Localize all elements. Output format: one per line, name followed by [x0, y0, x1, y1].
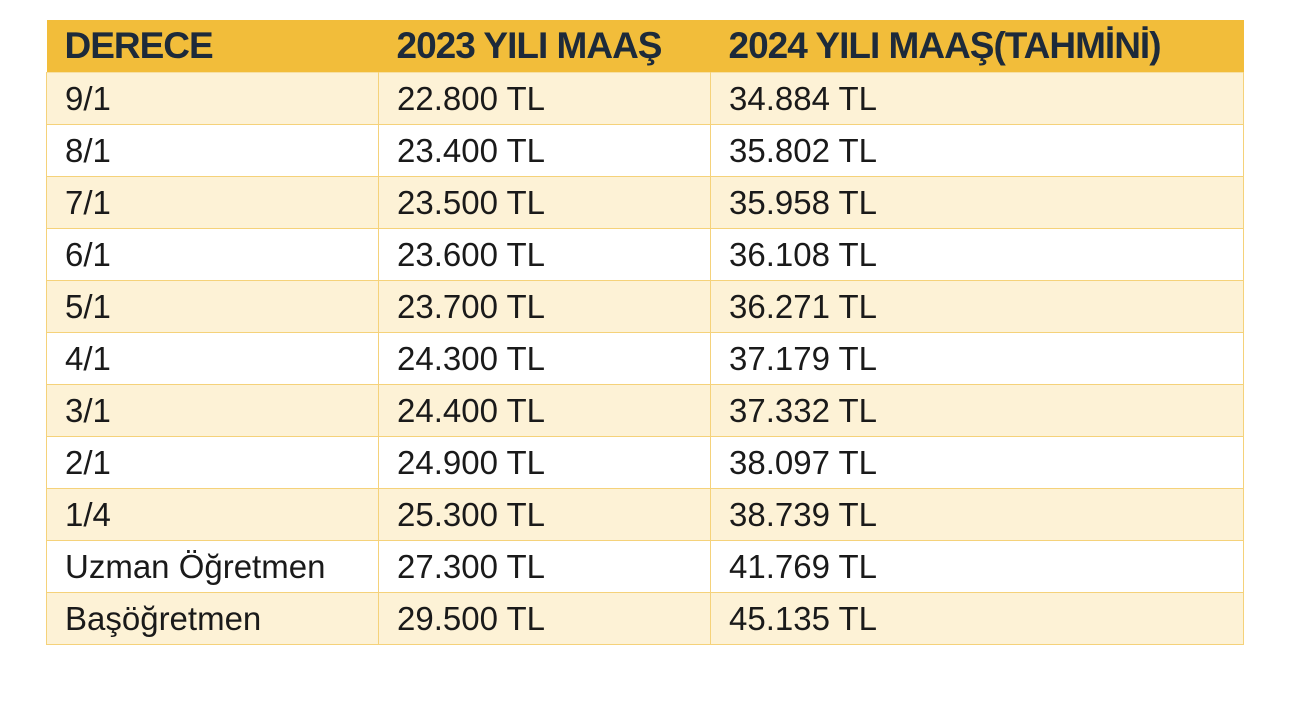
cell-derece: 5/1 [46, 280, 379, 333]
header-salary-2023: 2023 YILI MAAŞ [378, 20, 711, 73]
table-row: 9/1 22.800 TL 34.884 TL [46, 72, 1244, 125]
cell-derece: Başöğretmen [46, 592, 379, 645]
cell-salary-2024: 35.958 TL [710, 176, 1244, 229]
cell-salary-2023: 23.600 TL [378, 228, 711, 281]
cell-derece: 9/1 [46, 72, 379, 125]
cell-salary-2023: 29.500 TL [378, 592, 711, 645]
table-row: 5/1 23.700 TL 36.271 TL [46, 280, 1244, 333]
table-row: 4/1 24.300 TL 37.179 TL [46, 332, 1244, 385]
cell-derece: 4/1 [46, 332, 379, 385]
cell-salary-2023: 23.700 TL [378, 280, 711, 333]
cell-salary-2024: 37.332 TL [710, 384, 1244, 437]
table-header-row: DERECE 2023 YILI MAAŞ 2024 YILI MAAŞ(TAH… [46, 20, 1244, 73]
cell-salary-2023: 24.900 TL [378, 436, 711, 489]
cell-salary-2023: 23.500 TL [378, 176, 711, 229]
table-row: Başöğretmen 29.500 TL 45.135 TL [46, 592, 1244, 645]
table-row: 7/1 23.500 TL 35.958 TL [46, 176, 1244, 229]
salary-table: DERECE 2023 YILI MAAŞ 2024 YILI MAAŞ(TAH… [46, 20, 1244, 645]
cell-salary-2023: 24.300 TL [378, 332, 711, 385]
cell-salary-2024: 35.802 TL [710, 124, 1244, 177]
cell-salary-2024: 36.271 TL [710, 280, 1244, 333]
cell-derece: Uzman Öğretmen [46, 540, 379, 593]
cell-salary-2023: 22.800 TL [378, 72, 711, 125]
cell-salary-2024: 38.739 TL [710, 488, 1244, 541]
table-body: 9/1 22.800 TL 34.884 TL 8/1 23.400 TL 35.802 … [46, 72, 1244, 645]
cell-salary-2024: 37.179 TL [710, 332, 1244, 385]
table-row: 3/1 24.400 TL 37.332 TL [46, 384, 1244, 437]
table-row: 1/4 25.300 TL 38.739 TL [46, 488, 1244, 541]
cell-derece: 6/1 [46, 228, 379, 281]
cell-derece: 7/1 [46, 176, 379, 229]
table-row: 6/1 23.600 TL 36.108 TL [46, 228, 1244, 281]
cell-derece: 8/1 [46, 124, 379, 177]
table-row: 8/1 23.400 TL 35.802 TL [46, 124, 1244, 177]
cell-salary-2024: 41.769 TL [710, 540, 1244, 593]
cell-salary-2024: 45.135 TL [710, 592, 1244, 645]
cell-salary-2023: 23.400 TL [378, 124, 711, 177]
cell-salary-2024: 34.884 TL [710, 72, 1244, 125]
table-row: 2/1 24.900 TL 38.097 TL [46, 436, 1244, 489]
cell-derece: 2/1 [46, 436, 379, 489]
cell-salary-2024: 38.097 TL [710, 436, 1244, 489]
cell-derece: 1/4 [46, 488, 379, 541]
cell-salary-2023: 24.400 TL [378, 384, 711, 437]
cell-salary-2024: 36.108 TL [710, 228, 1244, 281]
cell-salary-2023: 25.300 TL [378, 488, 711, 541]
cell-derece: 3/1 [46, 384, 379, 437]
header-salary-2024: 2024 YILI MAAŞ(TAHMİNİ) [710, 20, 1244, 73]
table-row: Uzman Öğretmen 27.300 TL 41.769 TL [46, 540, 1244, 593]
cell-salary-2023: 27.300 TL [378, 540, 711, 593]
header-derece: DERECE [46, 20, 379, 73]
